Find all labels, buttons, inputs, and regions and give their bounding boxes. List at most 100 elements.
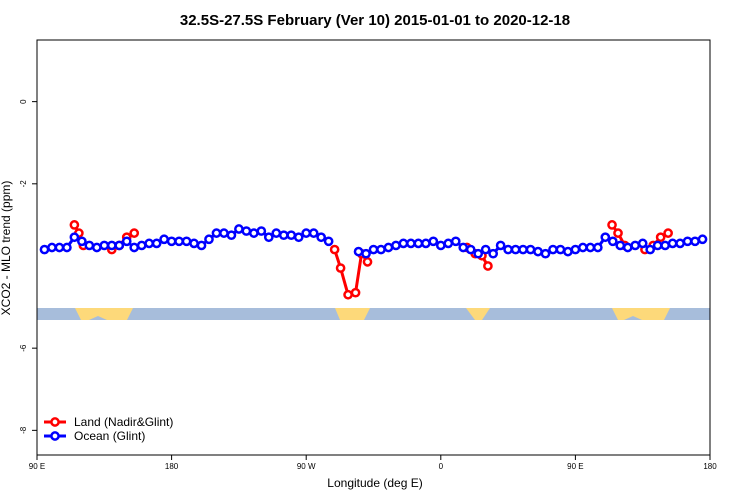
data-point bbox=[99, 240, 110, 251]
data-point bbox=[159, 234, 169, 245]
data-point bbox=[655, 232, 666, 243]
data-point bbox=[540, 248, 551, 259]
data-point bbox=[144, 238, 155, 249]
data-point bbox=[69, 220, 80, 230]
data-point bbox=[563, 246, 573, 257]
data-point bbox=[533, 246, 543, 257]
data-point bbox=[166, 236, 177, 247]
data-point bbox=[667, 238, 678, 249]
legend: Land (Nadir&Glint)Ocean (Glint) bbox=[44, 415, 173, 443]
data-point bbox=[241, 226, 252, 236]
data-point bbox=[555, 244, 566, 255]
data-point bbox=[398, 238, 409, 249]
data-point bbox=[129, 228, 140, 238]
data-point bbox=[316, 232, 327, 243]
ocean-strip bbox=[37, 308, 710, 320]
data-point bbox=[525, 244, 536, 255]
data-point bbox=[510, 244, 521, 255]
data-point bbox=[420, 238, 431, 249]
data-point bbox=[615, 240, 626, 251]
data-point bbox=[488, 248, 498, 259]
data-point bbox=[613, 228, 623, 238]
data-point bbox=[637, 238, 648, 249]
data-point bbox=[622, 242, 633, 253]
data-point bbox=[682, 236, 693, 247]
data-point bbox=[39, 244, 50, 255]
legend-label: Land (Nadir&Glint) bbox=[74, 415, 173, 429]
data-point bbox=[343, 289, 353, 300]
x-tick-label: 90 E bbox=[29, 462, 45, 471]
x-tick-label: 180 bbox=[703, 462, 717, 471]
data-point bbox=[652, 240, 663, 251]
data-point bbox=[62, 242, 72, 253]
data-point bbox=[106, 240, 117, 251]
data-point bbox=[585, 242, 596, 253]
data-point bbox=[645, 244, 656, 255]
data-point bbox=[47, 242, 57, 253]
data-point bbox=[443, 238, 454, 249]
data-point bbox=[308, 228, 319, 238]
data-point bbox=[226, 230, 237, 241]
chart-title: 32.5S-27.5S February (Ver 10) 2015-01-01… bbox=[180, 12, 570, 29]
land-strip bbox=[75, 308, 133, 320]
data-point bbox=[263, 232, 274, 243]
legend-marker bbox=[50, 431, 60, 441]
land-strip bbox=[335, 308, 370, 320]
data-point bbox=[69, 232, 80, 243]
data-point bbox=[473, 248, 484, 259]
data-point bbox=[278, 230, 289, 241]
data-point bbox=[129, 242, 140, 253]
data-point bbox=[54, 242, 65, 253]
data-point bbox=[286, 230, 297, 241]
data-point bbox=[391, 240, 401, 251]
data-point bbox=[690, 236, 700, 247]
data-point bbox=[465, 244, 476, 255]
data-point bbox=[121, 236, 132, 247]
data-point bbox=[413, 238, 424, 249]
land-ocean-strip bbox=[37, 308, 710, 320]
x-tick-label: 180 bbox=[165, 462, 179, 471]
data-point bbox=[211, 228, 222, 238]
data-point bbox=[91, 242, 102, 253]
y-axis-label: XCO2 - MLO trend (ppm) bbox=[0, 181, 13, 316]
y-tick-label: -8 bbox=[19, 426, 28, 434]
data-point bbox=[256, 226, 267, 236]
data-point bbox=[630, 240, 641, 251]
x-tick-label: 90 W bbox=[297, 462, 316, 471]
data-point bbox=[600, 232, 611, 243]
data-point bbox=[323, 236, 334, 247]
y-tick-label: 0 bbox=[19, 99, 28, 104]
y-tick-label: -6 bbox=[19, 344, 28, 352]
data-point bbox=[271, 228, 282, 238]
data-point bbox=[136, 240, 147, 251]
data-point bbox=[368, 244, 379, 255]
legend-label: Ocean (Glint) bbox=[74, 429, 145, 443]
data-point bbox=[570, 244, 581, 255]
data-point bbox=[249, 228, 259, 238]
data-point bbox=[301, 228, 312, 238]
data-point bbox=[480, 244, 491, 255]
data-point bbox=[219, 228, 229, 238]
data-point bbox=[450, 236, 461, 247]
data-point bbox=[675, 238, 685, 249]
x-tick-label: 0 bbox=[439, 462, 444, 471]
data-point bbox=[592, 242, 603, 253]
data-point bbox=[114, 240, 125, 251]
data-point bbox=[663, 228, 673, 238]
data-point bbox=[607, 220, 617, 230]
x-tick-label: 90 E bbox=[567, 462, 583, 471]
data-point bbox=[350, 287, 361, 298]
data-point bbox=[578, 242, 588, 253]
land-strip bbox=[466, 308, 490, 320]
data-point bbox=[204, 234, 214, 245]
plot-frame bbox=[36, 39, 711, 456]
data-point bbox=[189, 238, 199, 249]
data-point bbox=[495, 240, 506, 251]
data-point bbox=[362, 257, 373, 267]
land-strip bbox=[612, 308, 670, 320]
data-point bbox=[383, 242, 394, 253]
data-point bbox=[697, 234, 708, 245]
data-point bbox=[548, 244, 558, 255]
data-point bbox=[196, 240, 207, 251]
data-point bbox=[406, 238, 416, 249]
